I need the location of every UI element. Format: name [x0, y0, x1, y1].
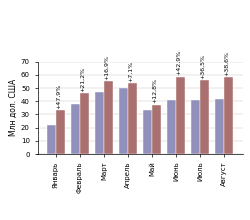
Bar — [80, 93, 89, 154]
Text: +36,5%: +36,5% — [200, 54, 205, 79]
Bar — [167, 100, 176, 154]
Bar — [95, 92, 104, 154]
Bar — [56, 110, 65, 154]
Text: +16,9%: +16,9% — [104, 55, 109, 80]
Text: +42,9%: +42,9% — [176, 50, 181, 75]
Bar — [119, 88, 128, 154]
Bar — [191, 100, 200, 154]
Bar — [215, 99, 224, 154]
Y-axis label: Млн дол. США: Млн дол. США — [9, 79, 18, 136]
Bar — [71, 104, 80, 154]
Bar — [224, 77, 233, 154]
Bar — [47, 125, 56, 154]
Bar — [104, 81, 113, 154]
Bar — [176, 77, 185, 154]
Text: +12,8%: +12,8% — [152, 78, 157, 103]
Bar — [200, 80, 209, 154]
Text: +7,1%: +7,1% — [128, 61, 133, 82]
Bar — [143, 110, 152, 154]
Text: +38,6%: +38,6% — [224, 51, 229, 76]
Bar — [128, 83, 137, 154]
Text: +21,2%: +21,2% — [80, 67, 85, 92]
Text: +47,9%: +47,9% — [56, 84, 61, 109]
Bar — [152, 104, 161, 154]
